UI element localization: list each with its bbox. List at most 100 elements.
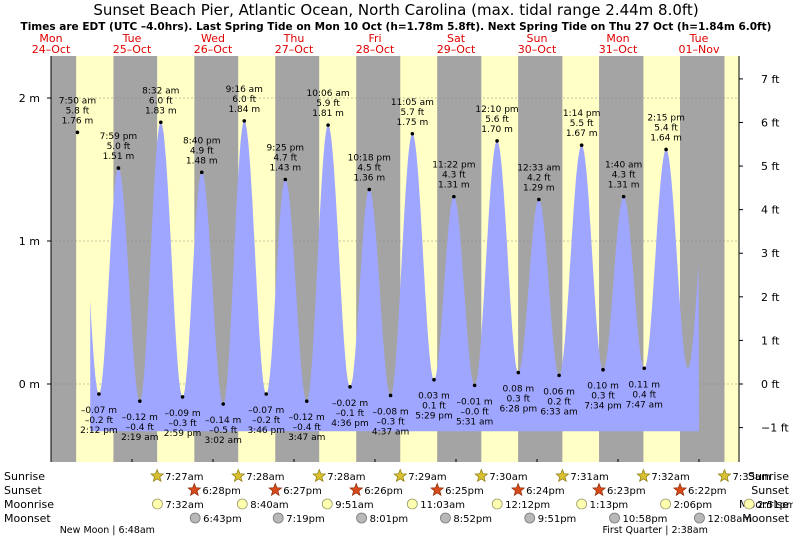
tide-label: 2:19 am xyxy=(121,433,158,443)
tide-label: 1.48 m xyxy=(186,156,218,166)
moonset-time: 8:01pm xyxy=(370,514,409,525)
moonrise-time: 12:12pm xyxy=(505,500,550,511)
sunset-row-label-right: Sunset xyxy=(751,484,789,497)
sunrise-time: 7:29am xyxy=(408,472,446,483)
moonrise-icon xyxy=(491,498,503,510)
tide-label: –0.07 m xyxy=(248,406,284,416)
tide-label: –0.3 ft xyxy=(376,417,405,427)
tide-label: 5.0 ft xyxy=(107,142,131,152)
tide-label: 1.75 m xyxy=(397,118,429,128)
moonset-time: 9:51pm xyxy=(538,514,577,525)
moonrise-time: 9:51am xyxy=(335,500,373,511)
sunset-time: 6:25pm xyxy=(445,486,484,497)
tide-label: 6:28 pm xyxy=(500,405,538,415)
moonrise-icon xyxy=(660,498,671,510)
sunset-icon xyxy=(349,482,364,497)
tide-label: –0.02 m xyxy=(332,399,368,409)
tide-label: 1.31 m xyxy=(608,181,640,191)
sunrise-time: 7:28am xyxy=(246,472,284,483)
y-tick-label-ft: 6 ft xyxy=(761,116,780,129)
tide-label: –0.2 ft xyxy=(85,416,114,426)
tide-label: 3:02 am xyxy=(205,436,242,446)
tide-label: 5.8 ft xyxy=(66,106,90,116)
moonset-time: 7:19pm xyxy=(286,514,325,525)
tide-label: 1.83 m xyxy=(145,106,177,116)
day-weekday-label: Thu xyxy=(283,32,305,45)
tide-label: 5:29 pm xyxy=(415,412,453,422)
tide-label: –0.5 ft xyxy=(209,426,238,436)
moonset-icon xyxy=(272,512,284,524)
y-tick-label-ft: 5 ft xyxy=(761,160,780,173)
sunset-icon xyxy=(187,482,202,497)
moonset-icon xyxy=(694,512,705,524)
day-date-label: 30–Oct xyxy=(518,43,557,56)
axes: 2 m 1 m 0 m 7 ft 6 ft 5 ft 4 ft 3 ft 2 ft 1 ft 0 f… xyxy=(19,56,789,462)
tide-label: 7:47 am xyxy=(626,400,663,410)
day-date-label: 31–Oct xyxy=(599,43,638,56)
tide-area xyxy=(90,121,699,432)
moonset-time: 12:08am xyxy=(707,514,752,525)
day-weekday-label: Sun xyxy=(527,32,548,45)
sunset-icon xyxy=(268,482,283,497)
tide-label: 0.08 m xyxy=(503,385,535,395)
tide-label: 4.5 ft xyxy=(357,164,381,174)
tide-label: 1.29 m xyxy=(523,184,555,194)
y-tick-label-ft: 0 ft xyxy=(761,378,780,391)
day-weekday-label: Wed xyxy=(201,32,225,45)
tide-label: 10:18 pm xyxy=(348,154,391,164)
tide-point xyxy=(180,395,185,399)
tide-label: 1.43 m xyxy=(269,164,301,174)
tide-point xyxy=(283,177,288,182)
tide-point xyxy=(326,123,330,127)
tide-point xyxy=(452,194,456,199)
moonrise-icon xyxy=(152,498,163,510)
moonset-icon xyxy=(189,512,201,524)
tide-label: 4.2 ft xyxy=(527,174,551,184)
tide-label: 8:40 pm xyxy=(183,136,221,146)
tide-point xyxy=(388,393,393,398)
tide-label: 6:33 am xyxy=(540,407,577,417)
tide-label: 5.6 ft xyxy=(485,115,509,125)
tide-label: 5.4 ft xyxy=(654,123,678,133)
sunrise-icon xyxy=(636,468,651,483)
tide-label: –0.08 m xyxy=(373,407,409,417)
day-weekday-label: Mon xyxy=(39,32,62,45)
tide-marks: 7:50 am5.8 ft1.76 m–0.07 m–0.2 ft2:12 pm… xyxy=(59,85,685,446)
tide-label: 1.36 m xyxy=(353,174,385,184)
y-tick-label-ft: 1 ft xyxy=(761,334,780,347)
sunset-row-label-left: Sunset xyxy=(4,484,42,497)
day-date-label: 26–Oct xyxy=(194,43,233,56)
tide-label: 0.11 m xyxy=(628,380,660,390)
sunset-time: 6:24pm xyxy=(526,486,565,497)
tide-label: 8:32 am xyxy=(142,86,179,96)
tide-label: 1.70 m xyxy=(481,125,513,135)
sunrise-icon xyxy=(717,468,732,483)
moonrise-icon xyxy=(321,498,333,510)
day-weekday-label: Sat xyxy=(447,32,466,45)
tide-label: 12:33 am xyxy=(517,164,560,174)
tide-label: 1.67 m xyxy=(566,129,598,139)
tide-label: 6.0 ft xyxy=(232,95,256,105)
day-weekday-label: Tue xyxy=(122,32,142,45)
moonrise-time: 11:03am xyxy=(420,500,465,511)
tide-point xyxy=(75,130,80,135)
day-band xyxy=(724,56,739,462)
tide-label: –0.1 ft xyxy=(336,409,365,419)
tide-point xyxy=(410,131,415,136)
tide-point xyxy=(97,392,101,396)
tide-label: –0.14 m xyxy=(205,416,241,426)
tide-point xyxy=(221,402,226,406)
tide-label: –0.4 ft xyxy=(293,423,322,433)
tide-point xyxy=(348,385,352,389)
tide-label: 4.3 ft xyxy=(612,171,636,181)
tide-point xyxy=(432,377,436,382)
tide-point xyxy=(516,370,521,375)
tide-label: 2:12 pm xyxy=(80,426,118,436)
day-date-label: 28–Oct xyxy=(356,43,395,56)
tide-label: 5:31 am xyxy=(456,417,493,427)
sunset-icon xyxy=(430,482,445,497)
tide-point xyxy=(621,194,626,199)
tide-point xyxy=(495,139,499,143)
chart-subtitle: Times are EDT (UTC –4.0hrs). Last Spring… xyxy=(21,21,772,33)
